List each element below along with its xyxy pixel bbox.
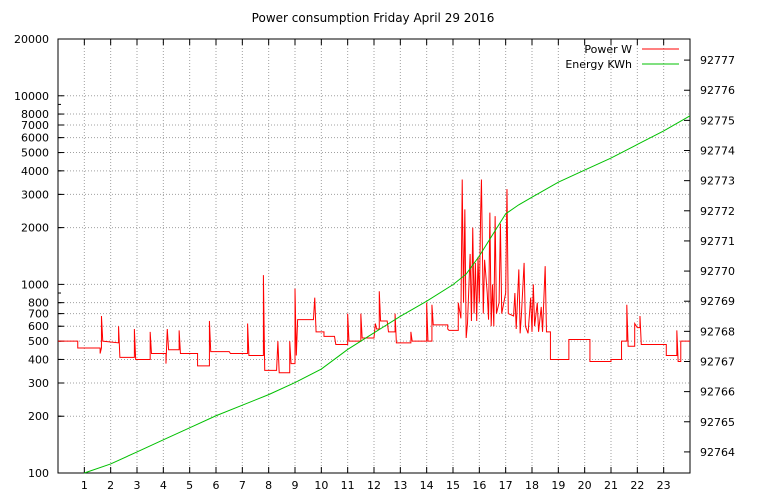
- y-right-tick-label: 92773: [700, 175, 735, 188]
- y-left-tick-label: 300: [28, 377, 49, 390]
- legend-label-power: Power W: [584, 43, 632, 56]
- x-axis: 1 2 3 4 5 6 7 8 9 10 11 12 13 14 15 16 17 18 19 20 21 22 23: [81, 39, 671, 492]
- x-tick-label: 20: [578, 479, 592, 492]
- x-tick-label: 2: [107, 479, 114, 492]
- y-left-tick-label: 200: [28, 410, 49, 423]
- y-right-tick-label: 92767: [700, 355, 735, 368]
- x-tick-label: 5: [186, 479, 193, 492]
- y-left-tick-label: 7000: [21, 119, 49, 132]
- x-tick-label: 8: [265, 479, 272, 492]
- y-right-tick-label: 92769: [700, 295, 735, 308]
- y-right-tick-label: 92774: [700, 145, 735, 158]
- x-tick-label: 1: [81, 479, 88, 492]
- x-tick-label: 23: [657, 479, 671, 492]
- y-right-tick-label: 92770: [700, 265, 735, 278]
- y-left-tick-label: 8000: [21, 108, 49, 121]
- y-right-tick-label: 92771: [700, 235, 735, 248]
- x-tick-label: 6: [213, 479, 220, 492]
- legend-item-energy: Energy KWh: [565, 58, 679, 71]
- x-tick-label: 15: [446, 479, 460, 492]
- x-tick-label: 22: [630, 479, 644, 492]
- y-left-tick-label: 4000: [21, 165, 49, 178]
- y-right-tick-label: 92766: [700, 386, 735, 399]
- y-right-tick-label: 92764: [700, 446, 735, 459]
- x-tick-label: 4: [160, 479, 167, 492]
- x-tick-label: 16: [472, 479, 486, 492]
- y-right-tick-label: 92776: [700, 84, 735, 97]
- y-left-tick-label: 10000: [14, 90, 49, 103]
- y-left-tick-label: 6000: [21, 132, 49, 145]
- y-left-tick-label: 600: [28, 320, 49, 333]
- chart-title: Power consumption Friday April 29 2016: [252, 11, 495, 25]
- x-tick-label: 10: [314, 479, 328, 492]
- x-tick-label: 12: [367, 479, 381, 492]
- x-tick-label: 13: [393, 479, 407, 492]
- series-line-energy: [84, 115, 691, 474]
- y-right-tick-label: 92775: [700, 114, 735, 127]
- y-left-tick-label: 5000: [21, 147, 49, 160]
- series-layer: [58, 115, 691, 474]
- x-tick-label: 3: [134, 479, 141, 492]
- x-tick-label: 21: [604, 479, 618, 492]
- x-tick-label: 9: [292, 479, 299, 492]
- y-right-tick-label: 92768: [700, 325, 735, 338]
- x-tick-label: 17: [499, 479, 513, 492]
- y-left-tick-label: 1000: [21, 278, 49, 291]
- legend-item-power: Power W: [584, 43, 679, 56]
- y-left-tick-label: 800: [28, 297, 49, 310]
- x-tick-label: 18: [525, 479, 539, 492]
- x-tick-label: 19: [551, 479, 565, 492]
- legend-label-energy: Energy KWh: [565, 58, 632, 71]
- y-left-tick-label: 700: [28, 308, 49, 321]
- x-tick-label: 14: [420, 479, 434, 492]
- y-right-tick-label: 92777: [700, 54, 735, 67]
- series-line-power: [58, 179, 690, 374]
- x-tick-label: 7: [239, 479, 246, 492]
- y-left-tick-label: 500: [28, 335, 49, 348]
- y-left-tick-label: 20000: [14, 33, 49, 46]
- y-right-tick-label: 92765: [700, 416, 735, 429]
- y-axis-right: 92764 92765 92766 92767 92768 92769 92770 92771…: [684, 54, 735, 459]
- y-right-tick-label: 92772: [700, 205, 735, 218]
- y-left-tick-label: 100: [28, 467, 49, 480]
- x-tick-label: 11: [341, 479, 355, 492]
- legend: Power W Energy KWh: [565, 43, 679, 71]
- y-left-tick-label: 3000: [21, 188, 49, 201]
- y-left-tick-label: 400: [28, 353, 49, 366]
- y-left-tick-label: 2000: [21, 222, 49, 235]
